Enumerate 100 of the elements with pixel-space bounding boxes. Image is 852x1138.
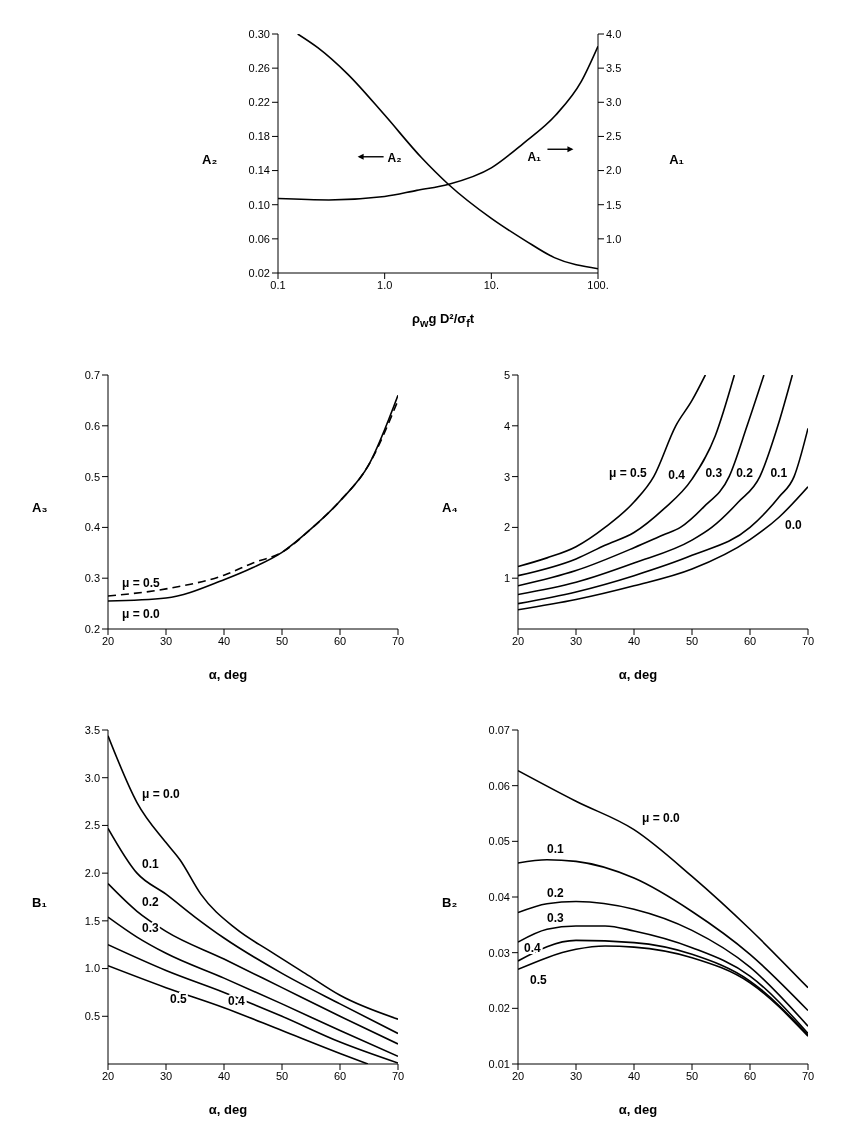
y-tick-label: 0.5: [84, 1010, 100, 1023]
y2-tick-label: 3.0: [606, 96, 622, 109]
series-label: μ = 0.5: [122, 575, 161, 590]
series-label: 0.3: [705, 465, 723, 480]
x-tick-label: 70: [391, 634, 405, 647]
y2-tick-label: 2.5: [606, 130, 622, 143]
series-label: μ = 0.0: [642, 810, 681, 825]
y-axis-title: A₃: [32, 500, 48, 515]
y2-axis-title: A₁: [669, 151, 684, 167]
x-tick-label: 30: [159, 634, 173, 647]
x-tick-label: 10.: [483, 278, 499, 291]
y-tick-label: 0.5: [84, 470, 100, 483]
y2-tick-label: 1.5: [606, 198, 622, 211]
x-tick-label: 20: [101, 634, 115, 647]
y-axis-title: B₁: [32, 895, 47, 910]
y-tick-label: 0.06: [488, 779, 510, 792]
x-tick-label: 30: [569, 634, 583, 647]
series-label: 0.5: [530, 973, 548, 988]
y-tick-label: 0.4: [84, 521, 100, 534]
x-tick-label: 70: [801, 634, 815, 647]
series-label: 0.1: [770, 465, 788, 480]
x-axis-title: α, deg: [617, 667, 659, 682]
x-tick-label: 50: [275, 634, 289, 647]
y-tick-label: 0.04: [488, 890, 510, 903]
series-label: 0.4: [668, 468, 686, 483]
series-label: A₁: [527, 150, 542, 165]
y-tick-label: 3.5: [84, 723, 100, 736]
y-tick-label: 0.30: [248, 27, 270, 40]
series-label: 0.4: [524, 941, 542, 956]
series-label: μ = 0.5: [609, 465, 648, 480]
y-tick-label: 3.0: [84, 771, 100, 784]
x-tick-label: 100.: [587, 278, 609, 291]
y-tick-label: 0.03: [488, 946, 510, 959]
x-tick-label: 60: [743, 634, 757, 647]
y-tick-label: 2.0: [84, 867, 100, 880]
x-tick-label: 0.1: [270, 278, 286, 291]
x-tick-label: 60: [333, 1069, 347, 1082]
y-tick-label: 0.3: [84, 572, 100, 585]
x-axis-title: α, deg: [207, 667, 249, 682]
y2-tick-label: 4.0: [606, 27, 622, 40]
series-label: 0.4: [228, 994, 246, 1009]
y2-tick-label: 2.0: [606, 164, 622, 177]
series-label: μ = 0.0: [142, 786, 181, 801]
legend-label: A₂: [387, 150, 402, 165]
x-tick-label: 1.0: [377, 278, 393, 291]
y-tick-label: 2.5: [84, 819, 100, 832]
y-tick-label: 0.05: [488, 835, 510, 848]
x-tick-label: 30: [569, 1069, 583, 1082]
x-axis-title: α, deg: [617, 1102, 659, 1117]
series-label: 0.5: [170, 991, 188, 1006]
x-tick-label: 40: [627, 1069, 641, 1082]
y-axis-title: A₂: [202, 151, 218, 167]
x-tick-label: 20: [101, 1069, 115, 1082]
x-tick-label: 70: [801, 1069, 815, 1082]
x-tick-label: 50: [685, 1069, 699, 1082]
series-label: 0.2: [547, 885, 565, 900]
series-label: 0.1: [142, 857, 160, 872]
x-tick-label: 40: [627, 634, 641, 647]
y-tick-label: 0.02: [488, 1002, 510, 1015]
series-label: 0.3: [547, 911, 565, 926]
y-tick-label: 1.0: [84, 962, 100, 975]
x-tick-label: 60: [333, 634, 347, 647]
x-tick-label: 40: [217, 1069, 231, 1082]
y2-tick-label: 1.0: [606, 232, 622, 245]
y-tick-label: 0.6: [84, 419, 100, 432]
series-label: 0.1: [547, 841, 565, 856]
x-axis-title: α, deg: [207, 1102, 249, 1117]
y-tick-label: 0.10: [248, 198, 270, 211]
series-label: 0.3: [142, 921, 160, 936]
y-tick-label: 3: [503, 470, 510, 483]
x-tick-label: 50: [685, 634, 699, 647]
y-tick-label: 1: [503, 572, 510, 585]
x-tick-label: 70: [391, 1069, 405, 1082]
y-tick-label: 2: [503, 521, 510, 534]
x-tick-label: 60: [743, 1069, 757, 1082]
x-tick-label: 20: [511, 1069, 525, 1082]
y-tick-label: 4: [503, 419, 510, 432]
y-axis-title: A₄: [442, 500, 458, 515]
series-label: 0.0: [785, 518, 803, 533]
series-label: 0.2: [142, 895, 160, 910]
y-tick-label: 0.26: [248, 62, 270, 75]
y-tick-label: 0.2: [84, 622, 100, 635]
y-axis-title: B₂: [442, 895, 458, 910]
y-tick-label: 0.07: [488, 723, 510, 736]
series-label: μ = 0.0: [122, 607, 161, 622]
y-tick-label: 0.22: [248, 96, 270, 109]
series-label: 0.2: [736, 465, 754, 480]
x-tick-label: 30: [159, 1069, 173, 1082]
x-tick-label: 40: [217, 634, 231, 647]
x-tick-label: 50: [275, 1069, 289, 1082]
y-tick-label: 0.7: [84, 368, 100, 381]
x-axis-title: ρ$_{w}$g D²/σ$_{f}$t: [410, 311, 476, 329]
y-tick-label: 1.5: [84, 914, 100, 927]
y-tick-label: 0.18: [248, 130, 270, 143]
y-tick-label: 0.02: [248, 266, 270, 279]
y-tick-label: 0.14: [248, 164, 270, 177]
y2-tick-label: 3.5: [606, 62, 622, 75]
y-tick-label: 5: [503, 368, 510, 381]
x-tick-label: 20: [511, 634, 525, 647]
y-tick-label: 0.01: [488, 1057, 510, 1070]
